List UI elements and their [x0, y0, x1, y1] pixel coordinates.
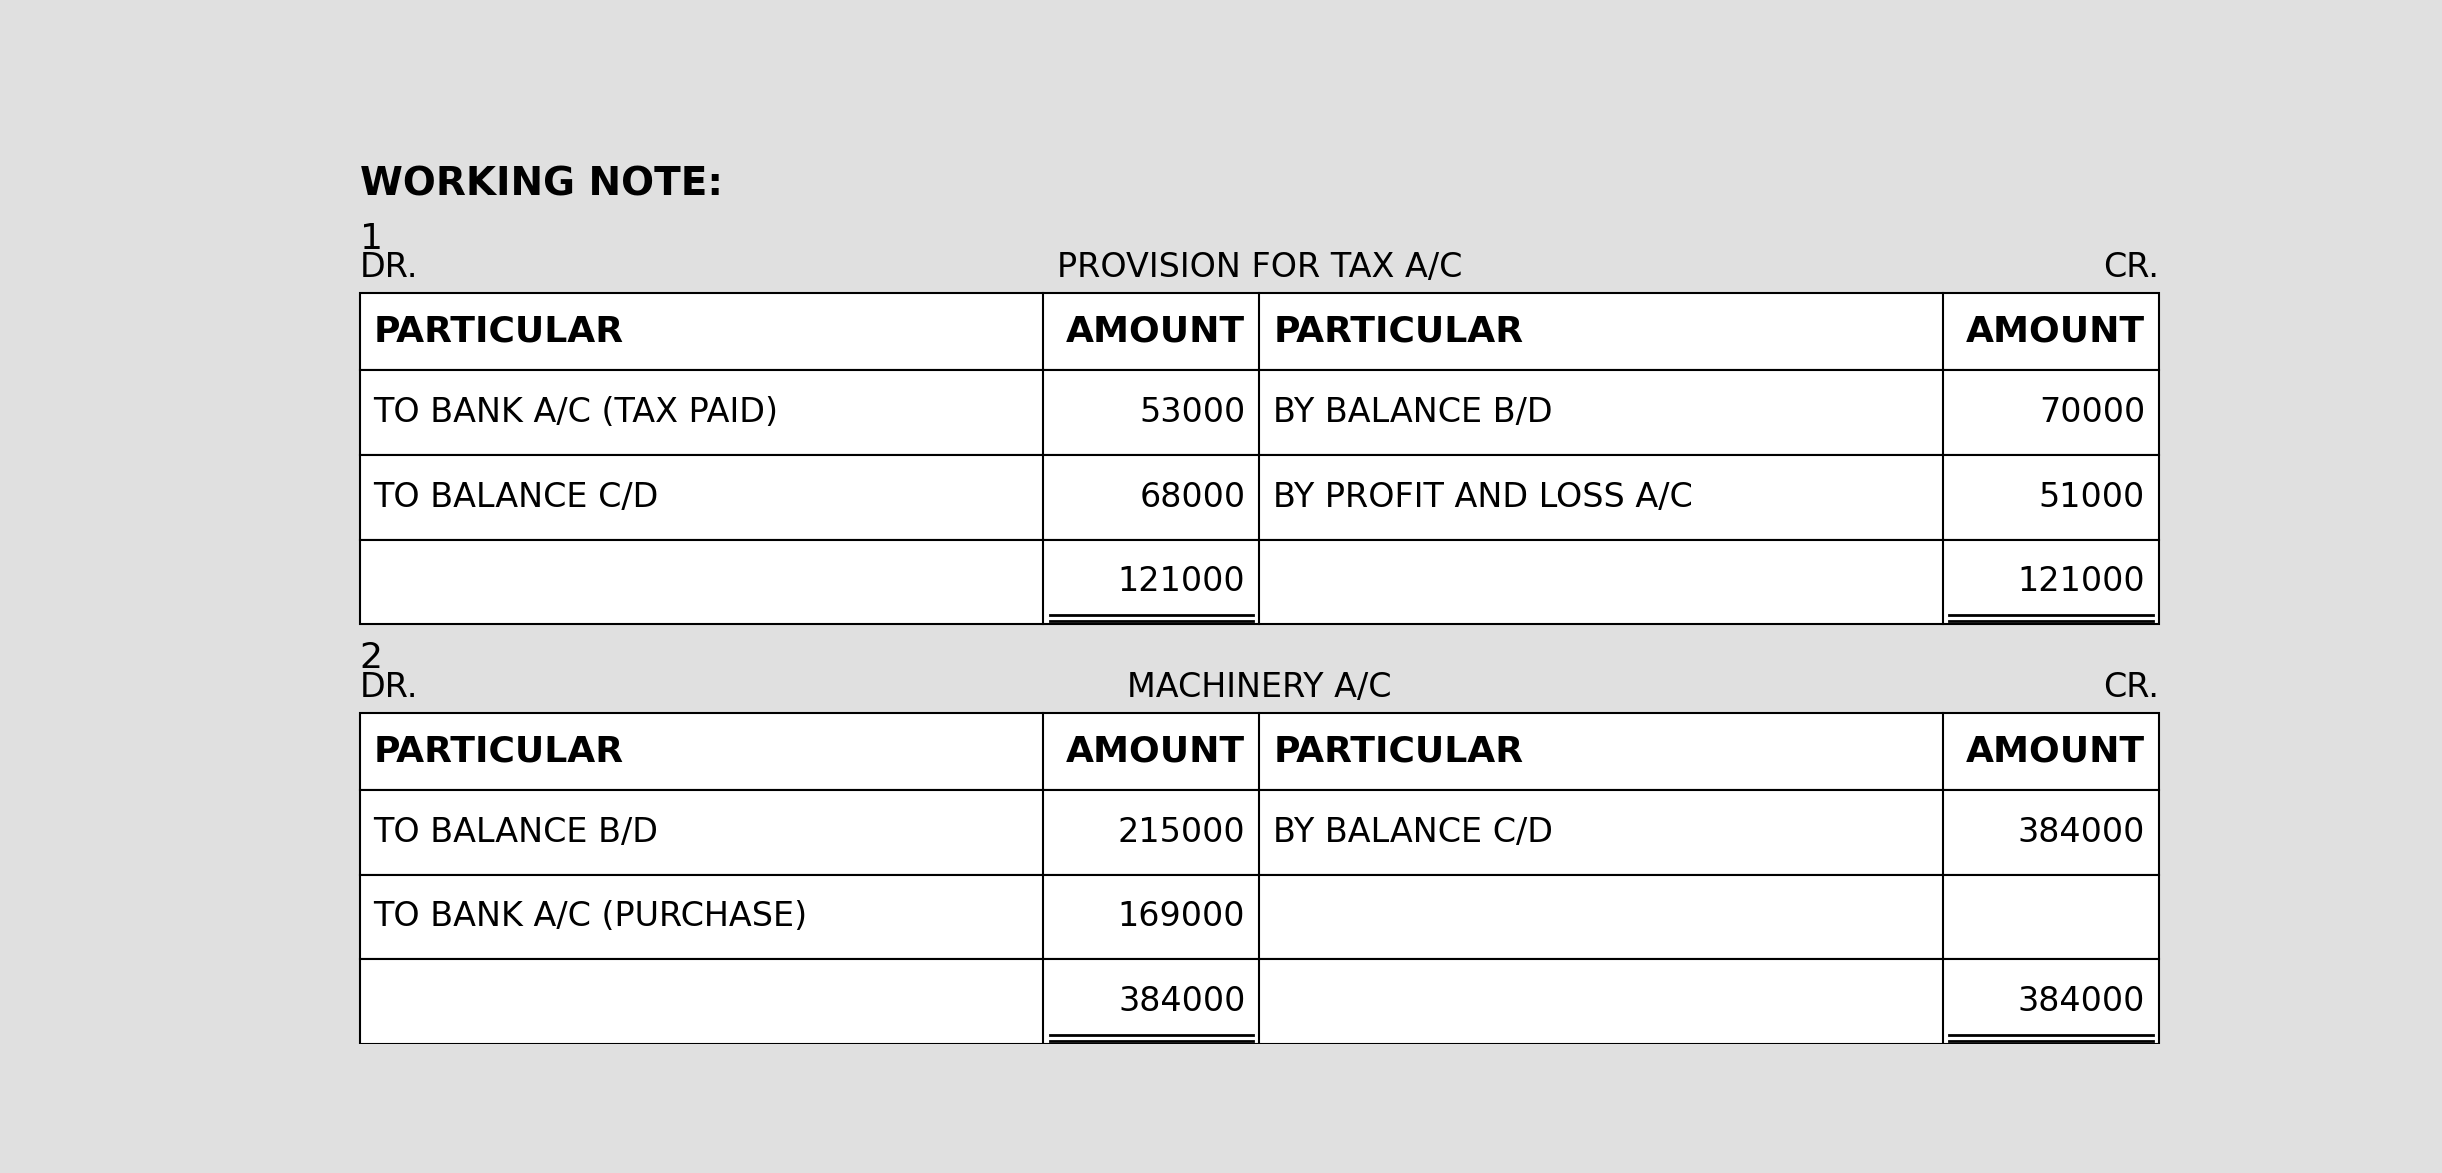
Text: 70000: 70000 [2039, 396, 2144, 429]
Text: AMOUNT: AMOUNT [1067, 734, 1245, 768]
Text: 53000: 53000 [1138, 396, 1245, 429]
Text: 169000: 169000 [1118, 901, 1245, 934]
Text: PARTICULAR: PARTICULAR [1272, 314, 1524, 348]
Text: 51000: 51000 [2039, 481, 2144, 514]
Text: MACHINERY A/C: MACHINERY A/C [1128, 671, 1392, 704]
Text: 215000: 215000 [1118, 815, 1245, 849]
Text: PARTICULAR: PARTICULAR [1272, 734, 1524, 768]
Text: 384000: 384000 [2017, 985, 2144, 1018]
Text: DR.: DR. [359, 671, 418, 704]
Text: BY BALANCE C/D: BY BALANCE C/D [1272, 815, 1553, 849]
Text: 384000: 384000 [1118, 985, 1245, 1018]
Text: AMOUNT: AMOUNT [1966, 314, 2144, 348]
Text: BY PROFIT AND LOSS A/C: BY PROFIT AND LOSS A/C [1272, 481, 1692, 514]
Text: PROVISION FOR TAX A/C: PROVISION FOR TAX A/C [1057, 251, 1463, 284]
Text: TO BANK A/C (PURCHASE): TO BANK A/C (PURCHASE) [374, 901, 808, 934]
Text: PARTICULAR: PARTICULAR [374, 314, 623, 348]
Bar [359, 540, 2159, 624]
Bar [359, 713, 2159, 789]
Bar [359, 960, 2159, 1044]
Text: 68000: 68000 [1140, 481, 1245, 514]
Text: AMOUNT: AMOUNT [1966, 734, 2144, 768]
Bar [359, 371, 2159, 455]
Text: 1: 1 [359, 222, 383, 256]
Text: 121000: 121000 [1118, 565, 1245, 598]
Text: 2: 2 [359, 642, 383, 676]
Text: TO BALANCE C/D: TO BALANCE C/D [374, 481, 659, 514]
Text: CR.: CR. [2103, 251, 2159, 284]
Text: TO BANK A/C (TAX PAID): TO BANK A/C (TAX PAID) [374, 396, 779, 429]
Text: CR.: CR. [2103, 671, 2159, 704]
Bar [359, 789, 2159, 875]
Text: TO BALANCE B/D: TO BALANCE B/D [374, 815, 659, 849]
Text: BY BALANCE B/D: BY BALANCE B/D [1272, 396, 1553, 429]
Text: WORKING NOTE:: WORKING NOTE: [359, 165, 723, 203]
Text: 121000: 121000 [2017, 565, 2144, 598]
Text: AMOUNT: AMOUNT [1067, 314, 1245, 348]
Bar [359, 293, 2159, 371]
Text: PARTICULAR: PARTICULAR [374, 734, 623, 768]
Text: DR.: DR. [359, 251, 418, 284]
Text: 384000: 384000 [2017, 815, 2144, 849]
Bar [359, 875, 2159, 960]
Bar [359, 455, 2159, 540]
